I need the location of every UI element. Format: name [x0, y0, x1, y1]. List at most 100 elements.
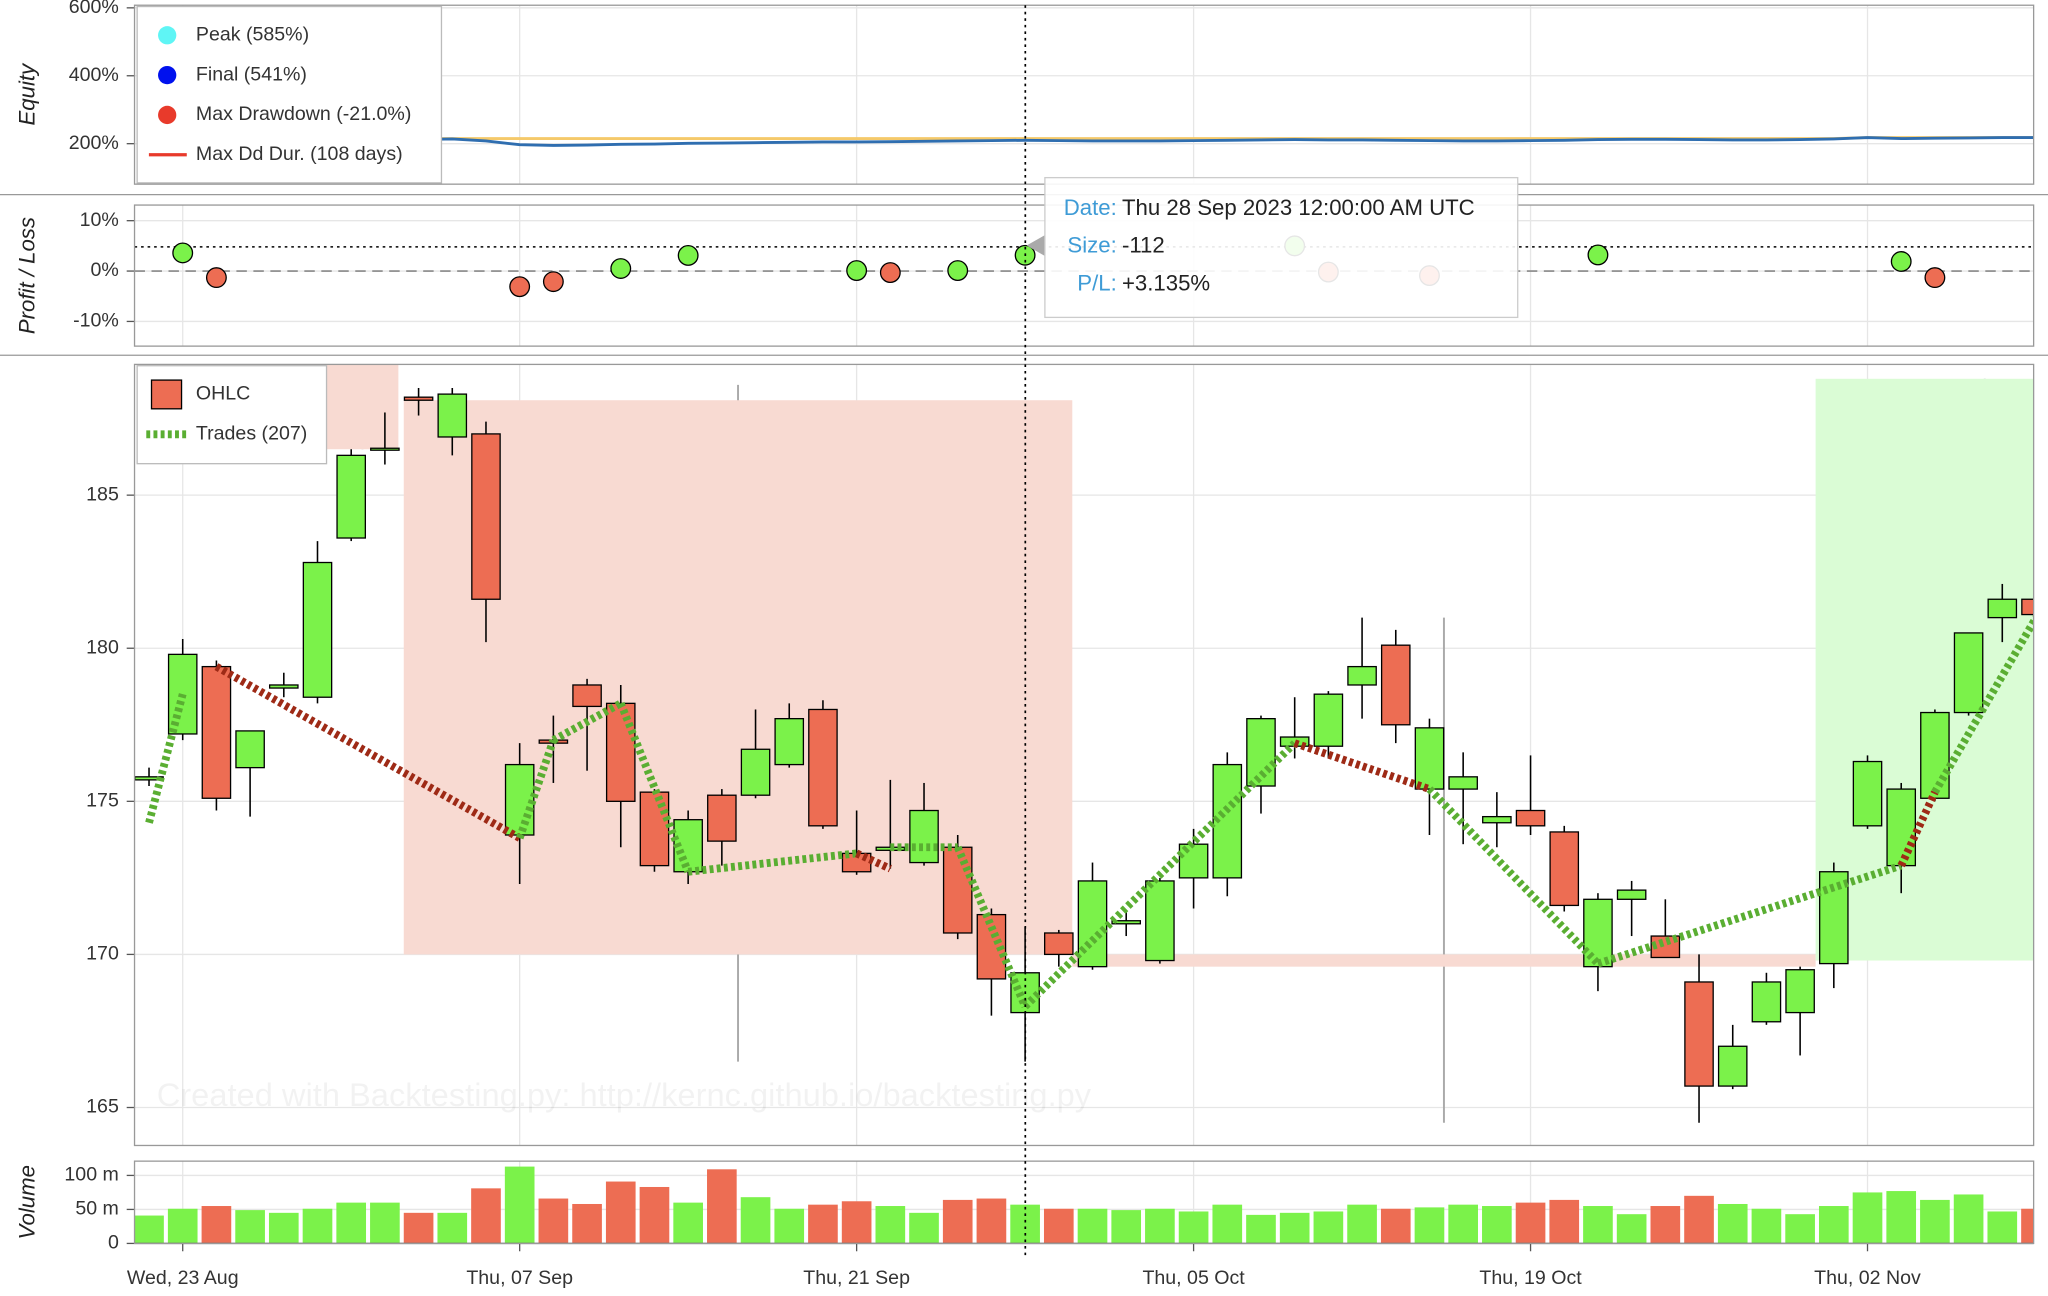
y-axis-label: Equity [15, 62, 40, 126]
trade-marker [509, 276, 531, 298]
y-tick-label: 10% [80, 209, 119, 231]
candle-body [808, 708, 838, 827]
period-bar [326, 364, 399, 450]
tooltip: Date: Thu 28 Sep 2023 12:00:00 AM UTC Si… [1026, 176, 1519, 319]
volume-bar [1583, 1206, 1613, 1244]
trade-marker [542, 271, 564, 293]
x-tick-label: Thu, 21 Sep [803, 1267, 910, 1289]
x-tick-label: Wed, 23 Aug [127, 1267, 239, 1289]
volume-bar [1178, 1211, 1209, 1244]
candle-body [302, 561, 333, 698]
y-tick-label: 185 [86, 483, 119, 505]
volume-bar [808, 1204, 838, 1244]
equity-line [149, 136, 2034, 147]
y-tick-label: 175 [86, 789, 119, 811]
candle-body [268, 684, 299, 689]
x-tick-label: Thu, 05 Oct [1142, 1267, 1245, 1289]
volume-bar [235, 1210, 265, 1244]
candle-body [1549, 831, 1580, 907]
candle-body [403, 396, 434, 401]
legend-label: Final (541%) [196, 63, 307, 85]
plot-area [134, 364, 2034, 1146]
legend-marker [158, 26, 177, 45]
x-tick-label: Thu, 02 Nov [1814, 1267, 1921, 1289]
legend-label: Peak (585%) [196, 23, 309, 45]
volume-bar [1717, 1203, 1748, 1244]
candle-body [1751, 981, 1782, 1023]
trade-line [1897, 790, 1939, 868]
volume-bar [134, 1215, 164, 1244]
candle-body [235, 730, 265, 769]
volume-bar [909, 1212, 939, 1244]
legend-marker [150, 379, 183, 410]
y-tick-label: 180 [86, 636, 119, 658]
candle-body [1347, 665, 1377, 686]
volume-bar [538, 1198, 569, 1244]
trade-marker [1587, 244, 1609, 266]
y-axis-label: Profit / Loss [15, 217, 40, 334]
volume-bar [471, 1188, 501, 1244]
trade-marker [677, 244, 699, 266]
trade-line [954, 845, 1029, 1008]
y-tick-label: 200% [69, 132, 119, 154]
candle-body [1852, 760, 1883, 827]
volume-bar [1650, 1206, 1681, 1244]
volume-bar [774, 1208, 805, 1244]
volume-bar [1380, 1208, 1411, 1244]
trade-line [145, 693, 187, 824]
volume-bar [370, 1202, 400, 1244]
candle-body [1482, 815, 1512, 824]
plot-area [134, 1161, 2034, 1244]
candle-body [1886, 788, 1917, 867]
candle-body [1448, 776, 1478, 790]
trade-marker [610, 258, 632, 279]
candle-body [1785, 969, 1815, 1014]
volume-bar [268, 1212, 299, 1244]
candle-body [909, 809, 939, 864]
candle-body [1380, 644, 1411, 726]
candle-body [437, 393, 468, 438]
trade-line [617, 701, 692, 874]
tooltip-value: +3.135% [1122, 271, 1210, 296]
candle-body [1414, 727, 1445, 790]
volume-bar [942, 1199, 973, 1244]
candle-body [1111, 920, 1142, 925]
trade-marker [172, 242, 194, 264]
candle-body [1313, 693, 1344, 747]
legend-label: Max Dd Dur. (108 days) [196, 143, 403, 165]
y-tick-label: -10% [73, 310, 119, 332]
volume-bar [1279, 1212, 1310, 1244]
candle-body [1987, 598, 2018, 619]
panel: 165 170 175 180 185 OHLC Trades (207) [86, 363, 2035, 1147]
panel-border [133, 1160, 2035, 1245]
volume-bar [1043, 1208, 1074, 1244]
candle-body [1684, 981, 1714, 1087]
candle-body [1515, 809, 1546, 827]
trade-line [515, 738, 558, 840]
trade-line [1931, 615, 2034, 795]
panel: 0 50 m 100 m Volume Wed, 23 Aug Thu, 07 Sep Th… [15, 1160, 2035, 1289]
trade-marker [205, 267, 227, 289]
volume-bar [740, 1197, 771, 1244]
volume-bar [841, 1201, 872, 1244]
volume-bar [167, 1208, 198, 1244]
volume-bar [1987, 1211, 2018, 1244]
volume-bar [673, 1202, 703, 1244]
tooltip-value: Thu 28 Sep 2023 12:00:00 AM UTC [1122, 195, 1475, 220]
volume-bar [1010, 1204, 1040, 1244]
tooltip-value: -112 [1122, 233, 1165, 258]
volume-bar [1684, 1195, 1714, 1244]
candle-body [572, 684, 602, 708]
candle-body [1819, 871, 1849, 965]
candle-body [774, 718, 805, 766]
y-tick-label: 400% [69, 64, 119, 86]
volume-bar [403, 1212, 434, 1244]
candle-body [605, 702, 636, 802]
candle-body [740, 748, 771, 796]
y-tick-label: 100 m [64, 1164, 118, 1186]
y-tick-label: 0 [108, 1232, 119, 1254]
volume-bar [605, 1181, 636, 1244]
candle-body [1616, 889, 1647, 900]
volume-bar [2021, 1208, 2034, 1244]
